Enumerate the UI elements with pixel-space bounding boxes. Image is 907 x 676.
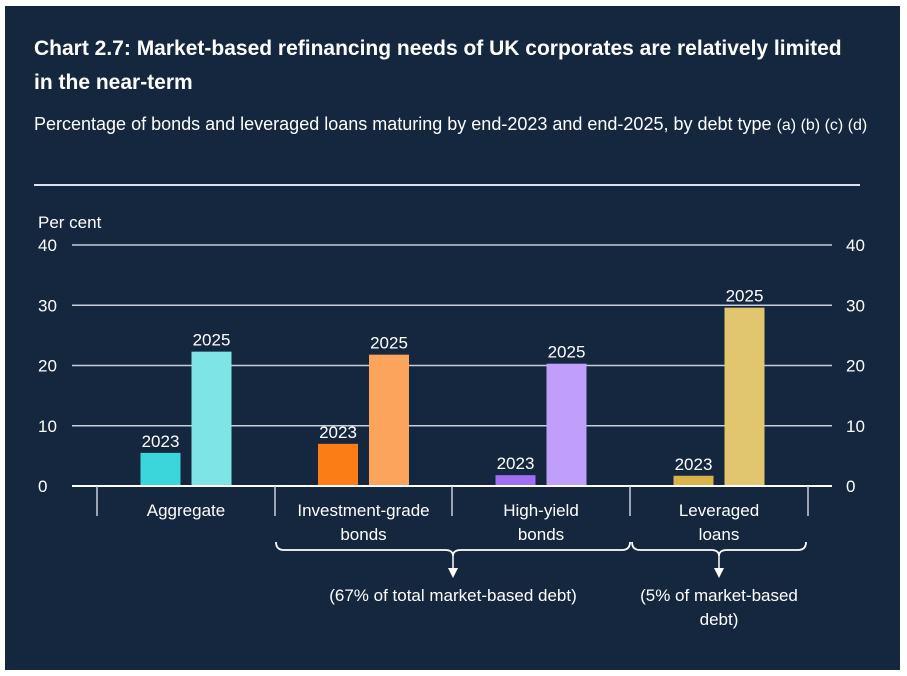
group-annotation: (67% of total market-based debt) [329,586,577,605]
bar-label: 2023 [675,455,713,474]
bonds-brace-arrow-head [448,568,458,578]
y-tick-label-left: 10 [38,417,57,436]
bar-2025 [191,351,232,486]
bar-2023 [495,475,536,486]
chart-title: Chart 2.7: Market-based refinancing need… [34,37,842,94]
footnote-ref: (b) [800,117,821,134]
category-label: loans [699,525,740,544]
subtitle-text: Percentage of bonds and leveraged loans … [34,114,772,134]
bar-label: 2025 [726,287,764,306]
footnote-refs: (a) (b) (c) (d) [777,117,868,134]
bar-2023 [673,475,714,486]
y-axis-title: Per cent [38,213,102,232]
bar-2025 [546,363,587,486]
bar-label: 2025 [193,331,231,350]
footnote-ref: (c) [824,117,844,134]
y-tick-label-right: 40 [846,236,865,255]
y-tick-label-right: 20 [846,357,865,376]
bar-label: 2023 [319,423,357,442]
group-annotation: (5% of market-based [640,586,798,605]
bar-2023 [140,452,181,486]
bar-label: 2025 [370,334,408,353]
bar-label: 2023 [497,454,535,473]
y-tick-label-left: 30 [38,296,57,315]
chart-subtitle: Percentage of bonds and leveraged loans … [34,108,874,142]
title-divider [34,184,860,186]
category-label: bonds [518,525,564,544]
y-tick-label-right: 30 [846,296,865,315]
y-tick-label-right: 10 [846,417,865,436]
bar-label: 2025 [548,343,586,362]
group-annotation: debt) [700,610,739,629]
category-label: Leveraged [679,501,759,520]
y-tick-label-left: 20 [38,357,57,376]
y-tick-label-left: 0 [38,477,47,496]
bar-label: 2023 [142,432,180,451]
category-label: bonds [340,525,386,544]
y-tick-label-right: 0 [846,477,855,496]
bar-2025 [369,354,409,486]
y-tick-label-left: 40 [38,236,57,255]
footnote-ref: (d) [847,117,868,134]
loans-brace [631,541,807,557]
loans-brace-arrow-head [714,568,724,578]
bar-2023 [318,443,358,486]
bonds-brace [275,541,631,557]
category-label: Aggregate [147,501,225,520]
category-label: High-yield [503,501,579,520]
footnote-ref: (a) [776,117,797,134]
category-label: Investment-grade [297,501,429,520]
bar-2025 [724,307,765,486]
